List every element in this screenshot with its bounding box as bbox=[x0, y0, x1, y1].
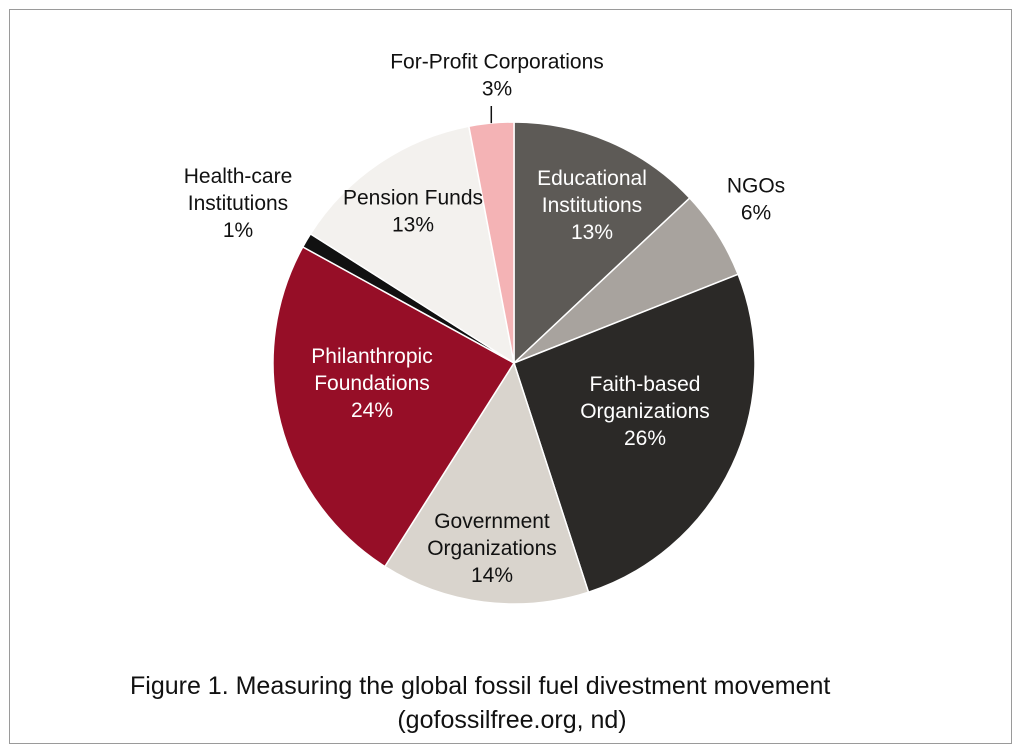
slice-name-label: Organizations bbox=[580, 400, 710, 423]
slice-name-label: Health-care bbox=[184, 165, 293, 188]
slice-name-label: For-Profit Corporations bbox=[390, 51, 604, 74]
pie-slice-faith-based-organizations bbox=[513, 273, 756, 594]
slice-name-label: Educational bbox=[537, 167, 647, 190]
slice-name-label: Organizations bbox=[427, 537, 557, 560]
slice-label-faith-based-organizations: Faith-based Organizations 26% bbox=[580, 373, 710, 450]
pie-slices bbox=[272, 121, 756, 605]
pie-slice-pension-funds bbox=[309, 125, 516, 365]
slice-name-label: Pension Funds bbox=[343, 187, 483, 210]
slice-label-educational-institutions: Educational Institutions 13% bbox=[537, 167, 647, 244]
slice-name-label: Foundations bbox=[314, 372, 430, 395]
chart-subtitle: (gofossilfree.org, nd) bbox=[397, 706, 627, 734]
pie-slice-government-organizations bbox=[383, 361, 590, 605]
pie-slice-philanthropic-foundations bbox=[272, 245, 516, 568]
slice-value-label: 24% bbox=[351, 399, 393, 422]
slice-label-ngos: NGOs 6% bbox=[727, 175, 785, 225]
pie-slice-educational-institutions bbox=[513, 121, 691, 365]
slice-value-label: 13% bbox=[392, 214, 434, 237]
slice-label-pension-funds: Pension Funds 13% bbox=[343, 187, 483, 237]
slice-name-label: Faith-based bbox=[590, 373, 701, 396]
slice-name-label: Institutions bbox=[542, 194, 642, 217]
slice-label-for-profit-corporations: For-Profit Corporations 3% bbox=[390, 51, 604, 101]
slice-label-health-care-institutions: Health-care Institutions 1% bbox=[184, 165, 293, 242]
slice-value-label: 13% bbox=[571, 221, 613, 244]
slice-label-government-organizations: Government Organizations 14% bbox=[427, 510, 557, 587]
slice-labels: Educational Institutions 13% NGOs 6% Faith-ba… bbox=[184, 51, 785, 588]
slice-value-label: 1% bbox=[223, 219, 253, 242]
slice-name-label: Institutions bbox=[188, 192, 288, 215]
slice-value-label: 14% bbox=[471, 564, 513, 587]
slice-name-label: NGOs bbox=[727, 175, 785, 198]
slice-name-label: Philanthropic bbox=[311, 345, 432, 368]
slice-label-philanthropic-foundations: Philanthropic Foundations 24% bbox=[311, 345, 432, 422]
slice-value-label: 3% bbox=[482, 78, 512, 101]
slice-name-label: Government bbox=[434, 510, 550, 533]
slice-value-label: 6% bbox=[741, 202, 771, 225]
slice-value-label: 26% bbox=[624, 427, 666, 450]
chart-title: Figure 1. Measuring the global fossil fu… bbox=[130, 672, 831, 700]
